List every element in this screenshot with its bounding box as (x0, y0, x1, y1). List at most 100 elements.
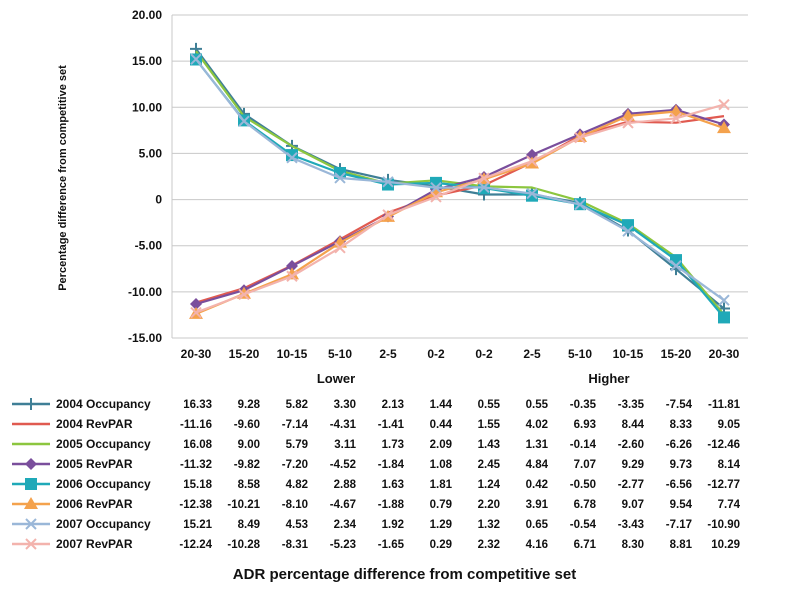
table-cell: 6.78 (574, 499, 597, 511)
legend-entry: 2007 Occupancy (56, 517, 151, 531)
table-cell: 8.30 (622, 539, 644, 551)
y-tick-label: 20.00 (132, 8, 162, 22)
data-point (717, 121, 731, 134)
data-point (430, 191, 442, 203)
series-2005-revpar (190, 103, 730, 311)
data-point (670, 254, 682, 267)
table-cell: -0.14 (570, 439, 597, 451)
legend-entry: 2006 Occupancy (56, 477, 151, 491)
x-tick-label: 2-5 (523, 347, 541, 361)
table-cell: -2.77 (618, 479, 644, 491)
table-cell: 0.65 (526, 519, 549, 531)
data-point (286, 152, 298, 164)
table-cell: -6.26 (666, 439, 692, 451)
table-cell: 8.44 (622, 419, 645, 431)
data-point (334, 242, 346, 254)
table-cell: 9.05 (718, 419, 741, 431)
x-axis-groups: Lower Higher (317, 371, 630, 386)
data-point (718, 294, 730, 306)
table-cell: -1.88 (378, 499, 405, 511)
legend-marker (25, 478, 37, 490)
x-tick-label: 10-15 (613, 347, 644, 361)
y-tick-label: 15.00 (132, 54, 162, 68)
group-label-lower: Lower (317, 371, 355, 386)
table-cell: 1.63 (382, 479, 404, 491)
table-cell: -1.65 (378, 539, 405, 551)
table-cell: 8.58 (238, 479, 261, 491)
table-cell: 5.82 (286, 399, 308, 411)
table-cell: 3.91 (526, 499, 549, 511)
table-cell: 1.08 (430, 459, 453, 471)
data-point (285, 267, 299, 280)
y-axis-label: Percentage difference from competitive s… (57, 65, 69, 291)
table-cell: -9.60 (234, 419, 260, 431)
plot-series (189, 42, 731, 324)
table-cell: -5.23 (330, 539, 356, 551)
table-cell: -11.16 (180, 419, 212, 431)
table-cell: 4.84 (526, 459, 549, 471)
table-cell: -8.31 (282, 539, 309, 551)
table-cell: 15.21 (183, 519, 212, 531)
table-row: 2005 RevPAR -11.32 -9.82 -7.20 -4.52 -1.84 1.0… (12, 457, 741, 471)
table-cell: 15.18 (183, 479, 212, 491)
table-cell: 0.42 (526, 479, 548, 491)
x-tick-label: 0-2 (475, 347, 493, 361)
x-tick-label: 5-10 (328, 347, 352, 361)
table-cell: 2.32 (478, 539, 500, 551)
y-tick-label: 5.00 (139, 146, 163, 160)
data-point (718, 98, 730, 111)
table-cell: 0.55 (478, 399, 501, 411)
data-point (238, 288, 250, 301)
table-cell: -0.35 (570, 399, 597, 411)
data-point (430, 181, 442, 194)
legend-marker (25, 458, 37, 470)
table-cell: -10.28 (227, 539, 260, 551)
table-row: 2006 Occupancy 15.18 8.58 4.82 2.88 1.63 1.81 1… (12, 477, 740, 491)
table-cell: 6.71 (574, 539, 597, 551)
table-row: 2005 Occupancy 16.08 9.00 5.79 3.11 1.73 2.09 1… (12, 437, 740, 451)
data-point (621, 108, 635, 121)
table-cell: 3.11 (334, 439, 356, 451)
table-cell: -7.54 (666, 399, 693, 411)
data-point (670, 260, 682, 272)
data-point (238, 115, 250, 127)
table-cell: 7.07 (574, 459, 596, 471)
table-cell: -10.21 (227, 499, 260, 511)
series-line (195, 48, 725, 310)
y-axis-ticks: 20.00 15.00 10.00 5.00 0 -5.00 -10.00 -15.00 (128, 8, 162, 345)
table-cell: -1.84 (378, 459, 405, 471)
data-point (382, 209, 394, 221)
table-cell: 4.82 (286, 479, 308, 491)
table-cell: 4.53 (286, 519, 308, 531)
table-cell: -12.46 (707, 439, 740, 451)
data-point (622, 225, 634, 237)
table-cell: 8.49 (238, 519, 260, 531)
data-point (382, 178, 394, 191)
series-line (195, 108, 725, 306)
table-cell: 8.14 (718, 459, 741, 471)
y-tick-label: -10.00 (128, 285, 162, 299)
table-cell: -12.24 (179, 539, 212, 551)
table-cell: 8.33 (670, 419, 692, 431)
data-point (478, 181, 490, 194)
gridlines (171, 14, 748, 339)
table-row: 2004 RevPAR -11.16 -9.60 -7.14 -4.31 -1.41 0.4… (12, 417, 741, 431)
table-cell: 2.34 (334, 519, 357, 531)
table-cell: 4.02 (526, 419, 548, 431)
table-row: 2004 Occupancy 16.33 9.28 5.82 3.30 2.13 1.44 0… (12, 397, 741, 411)
table-cell: -9.82 (234, 459, 260, 471)
table-cell: 1.73 (382, 439, 404, 451)
data-point (478, 172, 490, 184)
group-label-higher: Higher (588, 371, 629, 386)
series-2006-revpar (189, 104, 731, 319)
table-cell: 1.92 (382, 519, 404, 531)
table-cell: 3.30 (334, 399, 356, 411)
table-cell: 9.54 (670, 499, 693, 511)
table-cell: 16.08 (183, 439, 212, 451)
table-cell: -4.67 (330, 499, 356, 511)
table-cell: -8.10 (282, 499, 308, 511)
data-point (190, 53, 202, 65)
table-cell: 5.79 (286, 439, 308, 451)
table-cell: 1.31 (526, 439, 549, 451)
table-cell: -7.14 (282, 419, 309, 431)
